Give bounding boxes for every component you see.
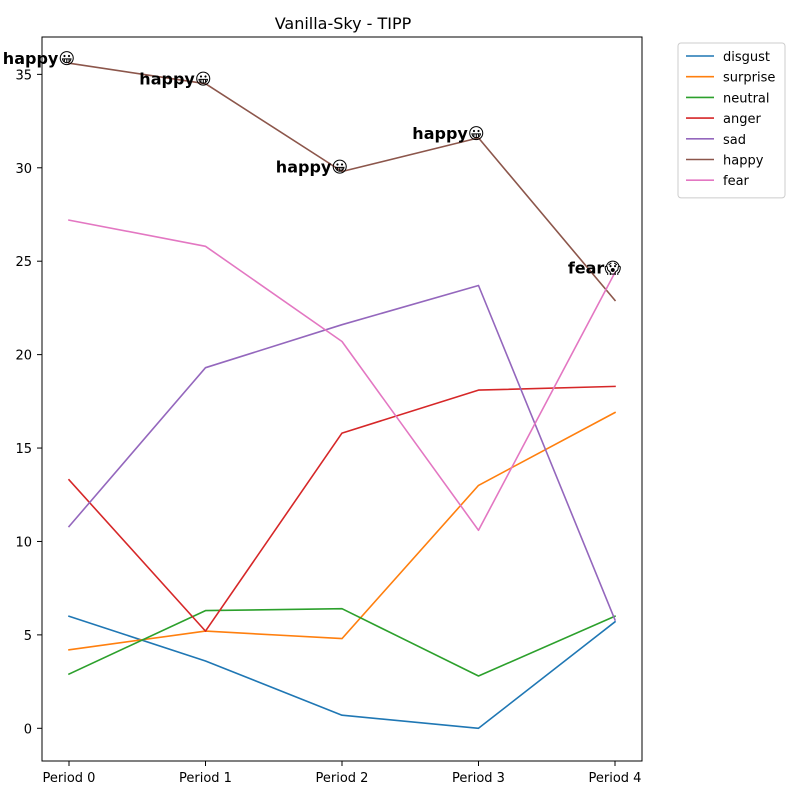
series-line-anger (67, 385, 616, 632)
y-tick-label: 0 (24, 722, 32, 737)
plot-background (42, 37, 642, 761)
legend: disgust surprise neutral anger sad happy fear (677, 42, 786, 199)
peak-annotation: happy😀 (412, 124, 484, 143)
legend-label-neutral: neutral (723, 91, 770, 106)
x-tick-label: Period 1 (179, 771, 232, 786)
series-line-disgust (67, 615, 617, 730)
y-tick-label: 35 (15, 68, 32, 83)
x-tick-label: Period 2 (316, 771, 369, 786)
legend-label-happy: happy (723, 154, 764, 169)
series-line-surprise (68, 411, 617, 651)
series-lines (67, 62, 617, 730)
y-tick-label: 20 (15, 349, 32, 364)
legend-label-surprise: surprise (723, 71, 775, 86)
legend-label-anger: anger (723, 112, 761, 127)
x-axis: Period 0 Period 1 Period 2 Period 3 Period 4 (43, 761, 642, 786)
peak-annotation: happy😀 (276, 158, 348, 177)
plot-area (42, 37, 642, 761)
peak-annotation: fear😱 (568, 258, 622, 277)
y-tick-label: 10 (15, 535, 32, 550)
series-line-sad (67, 284, 617, 621)
y-tick-label: 5 (24, 629, 32, 644)
series-line-neutral (67, 607, 617, 677)
x-tick-label: Period 4 (589, 771, 642, 786)
x-tick-label: Period 3 (452, 771, 505, 786)
y-axis: 0 5 10 15 20 25 30 35 (15, 68, 42, 737)
y-tick-label: 15 (15, 442, 32, 457)
peak-annotation: happy😀 (3, 49, 75, 68)
y-tick-label: 30 (15, 162, 32, 177)
series-line-happy (68, 62, 617, 302)
annotations: happy😀 happy😀 happy😀 happy😀 fear😱 (3, 49, 622, 277)
chart-title: Vanilla-Sky - TIPP (275, 14, 412, 33)
x-tick-label: Period 0 (43, 771, 96, 786)
series-line-fear (68, 219, 617, 532)
legend-label-sad: sad (723, 133, 746, 148)
legend-label-fear: fear (723, 174, 750, 189)
legend-label-disgust: disgust (723, 50, 770, 65)
y-tick-label: 25 (15, 255, 32, 270)
peak-annotation: happy😀 (139, 70, 211, 89)
